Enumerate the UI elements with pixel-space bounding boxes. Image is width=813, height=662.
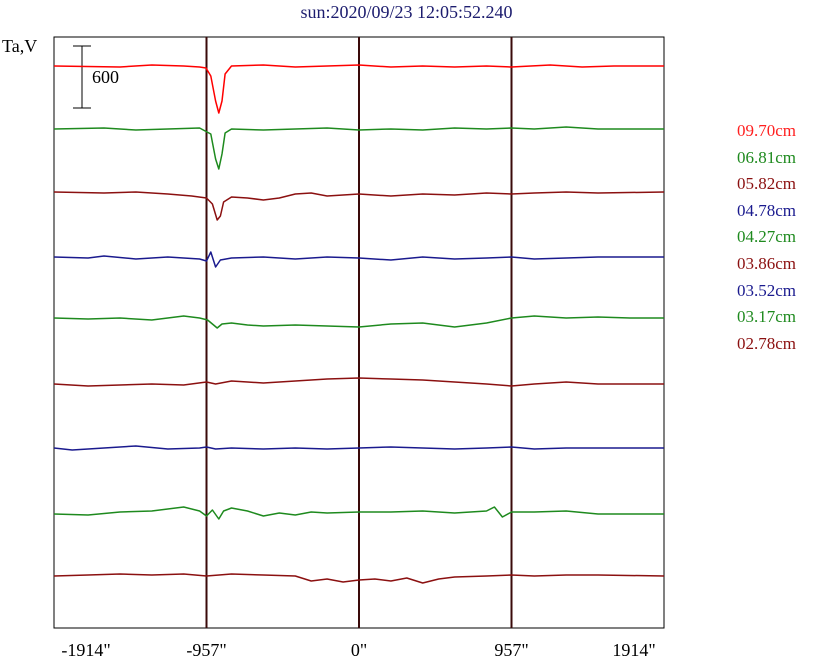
series-line xyxy=(53,251,664,268)
legend-entry: 04.27cm xyxy=(737,227,797,247)
x-tick-label: -957" xyxy=(186,640,226,660)
legend-entry: 03.86cm xyxy=(737,253,797,273)
legend-entry: 06.81cm xyxy=(737,147,797,167)
scale-bar-label: 600 xyxy=(92,67,119,87)
x-tick-label: 957" xyxy=(494,640,528,660)
chart-title: sun:2020/09/23 12:05:52.240 xyxy=(300,2,513,22)
series-line xyxy=(53,64,664,114)
legend-entry: 03.17cm xyxy=(737,307,797,327)
x-tick-label: -1914" xyxy=(61,640,110,660)
legend-entry: 04.78cm xyxy=(737,200,797,220)
series-line xyxy=(53,506,664,520)
legend-entry: 09.70cm xyxy=(737,121,797,140)
series-line xyxy=(53,377,664,387)
legend-entry: 03.52cm xyxy=(737,280,797,300)
series-line xyxy=(53,315,664,329)
y-axis-label: Ta,V xyxy=(2,36,37,56)
legend: 09.70cm 06.81cm 05.82cm 04.78cm 04.27cm 03.86… xyxy=(737,118,796,357)
series-line xyxy=(53,573,665,584)
legend-entry: 05.82cm xyxy=(737,174,797,194)
series-line xyxy=(53,191,665,221)
legend-entry: 02.78cm xyxy=(737,333,797,353)
series-line xyxy=(53,445,664,451)
series-line xyxy=(53,126,664,170)
x-tick-label: 1914" xyxy=(612,640,655,660)
x-tick-label: 0" xyxy=(351,640,367,660)
